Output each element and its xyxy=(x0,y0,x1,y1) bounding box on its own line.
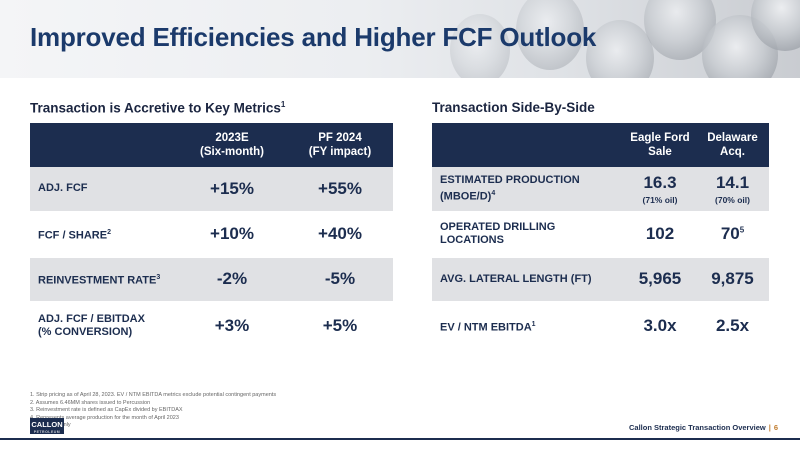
table-header-row: Eagle Ford Sale Delaware Acq. xyxy=(432,123,769,167)
table-row: REINVESTMENT RATE3 -2% -5% xyxy=(30,257,393,302)
page-number: 6 xyxy=(773,423,778,432)
row-value: -5% xyxy=(287,257,393,302)
table-row: EV / NTM EBITDA1 3.0x 2.5x xyxy=(432,301,769,352)
header-band: Improved Efficiencies and Higher FCF Out… xyxy=(0,0,800,78)
table-row: ADJ. FCF / EBITDAX (% CONVERSION) +3% +5% xyxy=(30,301,393,352)
footnote: 5. Operated only xyxy=(30,422,71,428)
table-row: ADJ. FCF +15% +55% xyxy=(30,167,393,212)
row-value: +3% xyxy=(177,301,287,352)
row-value: +10% xyxy=(177,211,287,258)
row-value: 16.3 (71% oil) xyxy=(624,167,696,212)
footnote: 2. Assumes 6.46MM shares issued to Percu… xyxy=(30,399,151,406)
header-delaware: Delaware Acq. xyxy=(696,123,769,167)
row-value: 2.5x xyxy=(696,301,769,352)
table-row: FCF / SHARE2 +10% +40% xyxy=(30,211,393,258)
page-title: Improved Efficiencies and Higher FCF Out… xyxy=(30,22,597,52)
header-2023e: 2023E (Six-month) xyxy=(177,123,287,167)
row-value: 3.0x xyxy=(624,301,696,352)
row-value: 705 xyxy=(696,211,769,258)
table-header-row: 2023E (Six-month) PF 2024 (FY impact) xyxy=(30,123,393,167)
row-label: ADJ. FCF xyxy=(30,167,177,212)
callon-logo: CALLON PETROLEUM xyxy=(30,418,64,434)
footnote: 1. Strip pricing as of April 28, 2023. E… xyxy=(30,392,277,398)
table-row: ESTIMATED PRODUCTION (MBOE/D)4 16.3 (71% o… xyxy=(432,167,769,212)
row-value: 5,965 xyxy=(624,257,696,302)
row-value: +40% xyxy=(287,211,393,258)
right-section-title: Transaction Side-By-Side xyxy=(432,100,595,115)
header-eagle-ford: Eagle Ford Sale xyxy=(624,123,696,167)
accretion-table: 2023E (Six-month) PF 2024 (FY impact) ADJ.… xyxy=(30,123,393,352)
row-label: AVG. LATERAL LENGTH (FT) xyxy=(432,257,624,302)
row-label: EV / NTM EBITDA1 xyxy=(432,301,624,352)
header-pf2024: PF 2024 (FY impact) xyxy=(287,123,393,167)
header-blank-cell xyxy=(30,123,177,167)
table-row: AVG. LATERAL LENGTH (FT) 5,965 9,875 xyxy=(432,257,769,302)
footer-text: Callon Strategic Transaction Overview | 6 xyxy=(629,423,778,432)
footnote: 4. Represents average production for the… xyxy=(30,414,179,421)
row-value: 14.1 (70% oil) xyxy=(696,167,769,212)
footnote: 3. Reinvestment rate is defined as CapEx… xyxy=(30,407,183,413)
row-value: +15% xyxy=(177,167,287,212)
pipes-image xyxy=(450,0,800,78)
header-blank-cell xyxy=(432,123,624,167)
row-label: FCF / SHARE2 xyxy=(30,211,177,258)
row-value: +5% xyxy=(287,301,393,352)
row-label: ESTIMATED PRODUCTION (MBOE/D)4 xyxy=(432,167,624,212)
row-label: REINVESTMENT RATE3 xyxy=(30,257,177,302)
row-value: 102 xyxy=(624,211,696,258)
side-by-side-table: Eagle Ford Sale Delaware Acq. ESTIMATED PR… xyxy=(432,123,769,352)
row-value: -2% xyxy=(177,257,287,302)
row-value: +55% xyxy=(287,167,393,212)
footer-divider xyxy=(0,438,800,440)
row-label: ADJ. FCF / EBITDAX (% CONVERSION) xyxy=(30,301,177,352)
footnotes: 1. Strip pricing as of April 28, 2023. E… xyxy=(30,392,276,430)
left-section-title: Transaction is Accretive to Key Metrics1 xyxy=(30,100,286,116)
row-label: OPERATED DRILLING LOCATIONS xyxy=(432,211,624,258)
table-row: OPERATED DRILLING LOCATIONS 102 705 xyxy=(432,211,769,258)
row-value: 9,875 xyxy=(696,257,769,302)
